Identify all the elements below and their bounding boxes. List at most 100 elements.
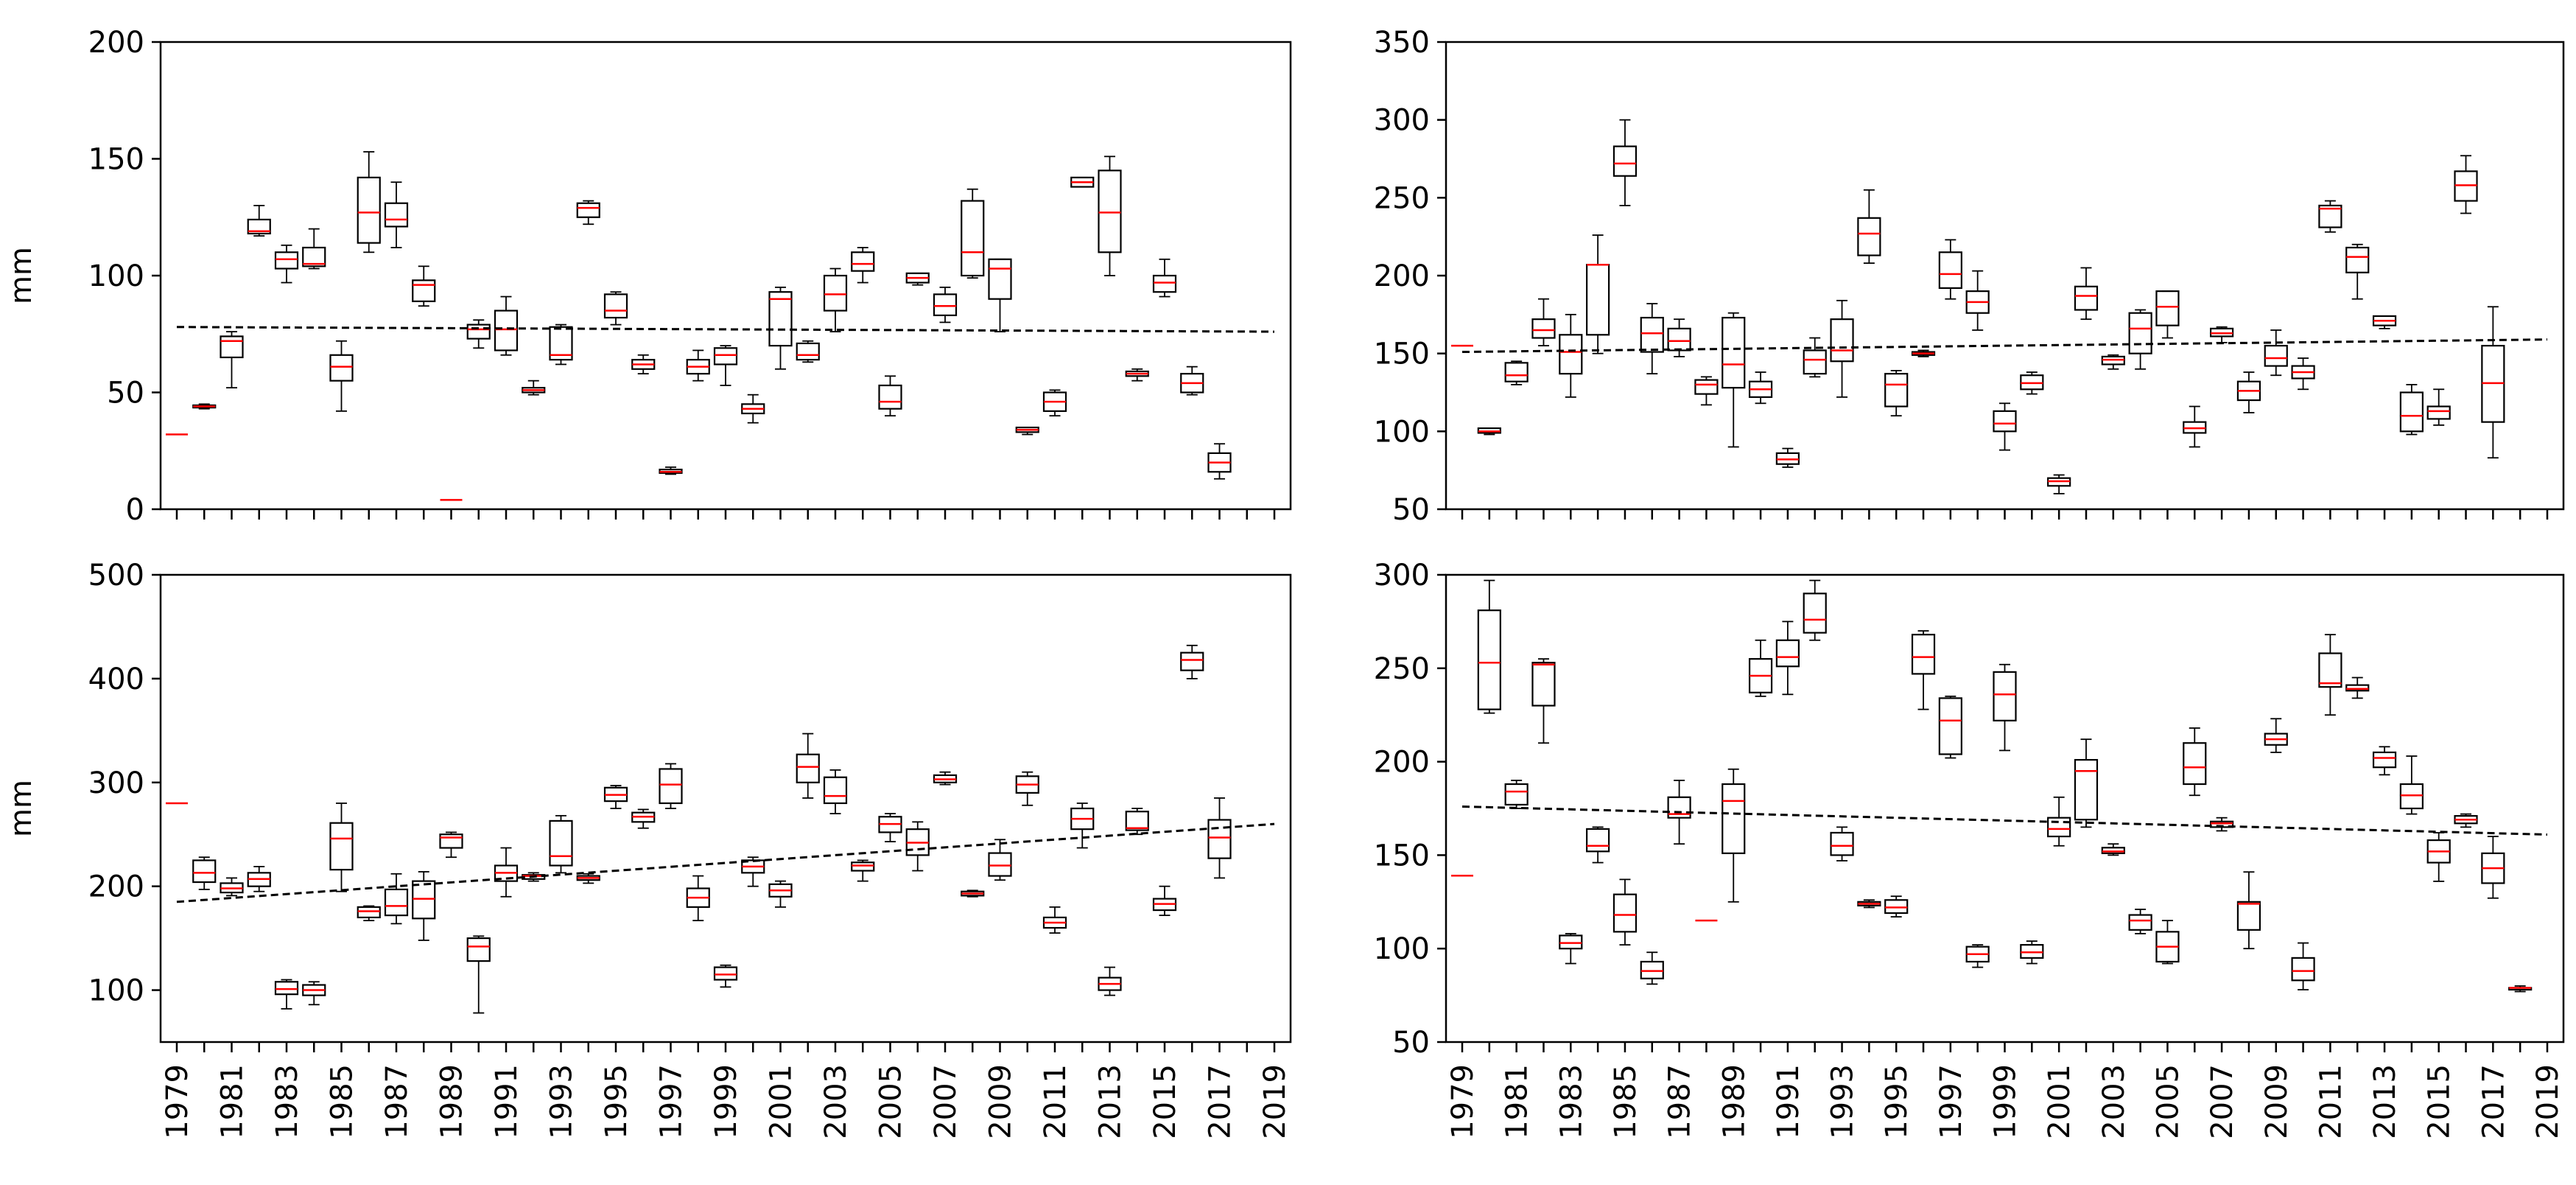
box-body	[1125, 811, 1149, 831]
box-2003	[823, 268, 848, 332]
x-tick-label: 1979	[161, 1064, 194, 1139]
box-2000	[741, 394, 765, 424]
box-body	[494, 310, 519, 352]
box-2007	[933, 286, 958, 324]
box-2002	[796, 733, 820, 799]
box-2004	[851, 859, 875, 882]
box-2012	[1070, 176, 1095, 188]
x-tick-label: 1989	[435, 1064, 469, 1139]
box-1983	[274, 979, 299, 1010]
box-body	[2399, 391, 2424, 433]
box-body	[1993, 671, 2017, 721]
trend-line	[1461, 805, 2548, 836]
x-tick-label: 2011	[2314, 1064, 2348, 1139]
box-1991	[494, 847, 519, 898]
x-tick-label: 1981	[216, 1064, 250, 1139]
box-2017	[2481, 306, 2505, 459]
box-2016	[1180, 366, 1204, 396]
box-1983	[1559, 933, 1583, 965]
box-1999	[1993, 663, 2017, 752]
box-1999	[713, 964, 738, 988]
y-axis-label: mm	[4, 780, 38, 837]
x-tick-label: 2007	[929, 1064, 963, 1139]
box-1982	[247, 204, 271, 237]
box-2016	[2454, 155, 2478, 214]
box-body	[961, 200, 985, 277]
box-body	[329, 354, 354, 382]
box-1997	[659, 763, 683, 809]
box-body	[2183, 742, 2207, 786]
box-body	[1098, 169, 1122, 254]
box-body	[2345, 684, 2370, 692]
x-tick-label: 1993	[545, 1064, 579, 1139]
y-tick-label: 150	[1374, 338, 1430, 371]
box-body	[576, 202, 600, 218]
box-2009	[988, 839, 1012, 881]
x-tick-label: 1999	[1989, 1064, 2023, 1139]
box-2017	[1207, 797, 1232, 879]
box-body	[2372, 751, 2397, 769]
box-1998	[1965, 270, 1990, 331]
box-1994	[576, 200, 600, 226]
box-2013	[1098, 966, 1122, 996]
x-tick-label: 1987	[1663, 1064, 1697, 1139]
box-2014	[2399, 384, 2424, 436]
box-body	[2399, 783, 2424, 810]
box-1986	[357, 151, 381, 254]
box-1981	[1504, 360, 1529, 385]
box-2016	[1180, 644, 1204, 679]
box-body	[988, 852, 1012, 877]
box-1987	[1667, 780, 1691, 845]
box-1990	[466, 935, 491, 1014]
y-tick-label: 100	[88, 974, 144, 1008]
y-tick-label: 300	[1374, 104, 1430, 138]
x-tick-label: 1993	[1826, 1064, 1860, 1139]
box-body	[1207, 819, 1232, 859]
box-2005	[878, 375, 902, 417]
box-body	[1938, 697, 1962, 755]
box-body	[549, 819, 573, 867]
x-tick-label: 2009	[2260, 1064, 2294, 1139]
box-2004	[851, 247, 875, 284]
y-tick-label: 300	[1374, 559, 1430, 592]
x-tick-label: 1995	[1880, 1064, 1914, 1139]
box-body	[2020, 944, 2044, 959]
box-body	[1667, 327, 1691, 352]
box-body	[1612, 145, 1638, 177]
x-tick-label: 1997	[1934, 1064, 1968, 1139]
box-1981	[220, 877, 244, 897]
box-1997	[659, 466, 683, 475]
box-1995	[1884, 370, 1909, 417]
y-tick-label: 400	[88, 663, 144, 696]
box-1992	[1803, 579, 1827, 641]
box-2015	[1152, 885, 1177, 917]
box-2007	[933, 771, 958, 786]
box-1982	[247, 865, 271, 892]
box-body	[1722, 783, 1746, 854]
box-1990	[466, 319, 491, 349]
box-1999	[713, 345, 738, 386]
box-body	[2101, 847, 2125, 854]
box-2009	[2264, 718, 2288, 753]
box-2005	[878, 813, 902, 842]
box-body	[439, 833, 463, 849]
box-2002	[2074, 738, 2099, 828]
box-2016	[2454, 813, 2478, 828]
box-body	[1830, 318, 1854, 363]
box-1994	[576, 873, 600, 884]
box-2011	[1042, 906, 1067, 934]
x-tick-label: 2019	[1258, 1064, 1292, 1139]
box-2013	[2372, 746, 2397, 776]
box-body	[2155, 290, 2180, 326]
box-2001	[768, 880, 793, 908]
y-tick-label: 0	[126, 493, 144, 527]
box-body	[384, 888, 409, 917]
box-2006	[2183, 727, 2207, 797]
box-1985	[1612, 119, 1638, 206]
box-1992	[522, 380, 546, 396]
box-body	[1559, 934, 1583, 950]
box-2014	[1125, 368, 1149, 382]
x-tick-label: 1983	[270, 1064, 304, 1139]
x-tick-label: 1979	[1446, 1064, 1480, 1139]
box-body	[1477, 609, 1501, 710]
